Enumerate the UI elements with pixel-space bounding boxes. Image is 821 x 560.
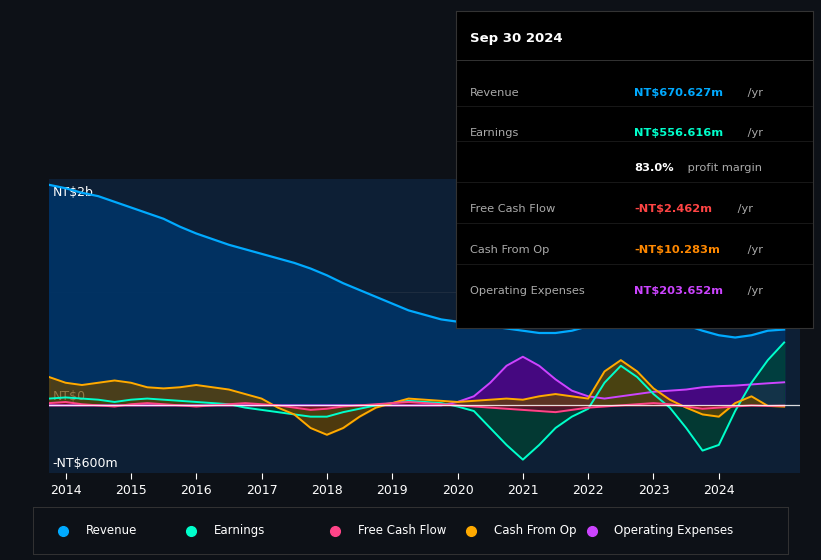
Text: Cash From Op: Cash From Op [470, 245, 549, 255]
Text: -NT$2.462m: -NT$2.462m [635, 204, 713, 214]
Text: NT$2b: NT$2b [53, 186, 94, 199]
Text: -NT$600m: -NT$600m [53, 457, 118, 470]
Text: /yr: /yr [744, 88, 764, 99]
Text: profit margin: profit margin [684, 163, 762, 173]
Text: /yr: /yr [744, 245, 764, 255]
Text: NT$670.627m: NT$670.627m [635, 88, 723, 99]
Text: -NT$10.283m: -NT$10.283m [635, 245, 720, 255]
Text: NT$0: NT$0 [53, 390, 85, 403]
Text: /yr: /yr [744, 128, 764, 138]
Text: 83.0%: 83.0% [635, 163, 674, 173]
Text: Operating Expenses: Operating Expenses [614, 524, 734, 537]
Text: Operating Expenses: Operating Expenses [470, 286, 585, 296]
Text: NT$203.652m: NT$203.652m [635, 286, 723, 296]
Text: Revenue: Revenue [470, 88, 520, 99]
Text: Sep 30 2024: Sep 30 2024 [470, 31, 562, 45]
Text: /yr: /yr [734, 204, 753, 214]
Text: Free Cash Flow: Free Cash Flow [470, 204, 555, 214]
Text: NT$556.616m: NT$556.616m [635, 128, 723, 138]
Text: Free Cash Flow: Free Cash Flow [358, 524, 446, 537]
Text: /yr: /yr [744, 286, 764, 296]
Text: Earnings: Earnings [214, 524, 265, 537]
Text: Cash From Op: Cash From Op [493, 524, 576, 537]
Text: Earnings: Earnings [470, 128, 520, 138]
Text: Revenue: Revenue [85, 524, 137, 537]
